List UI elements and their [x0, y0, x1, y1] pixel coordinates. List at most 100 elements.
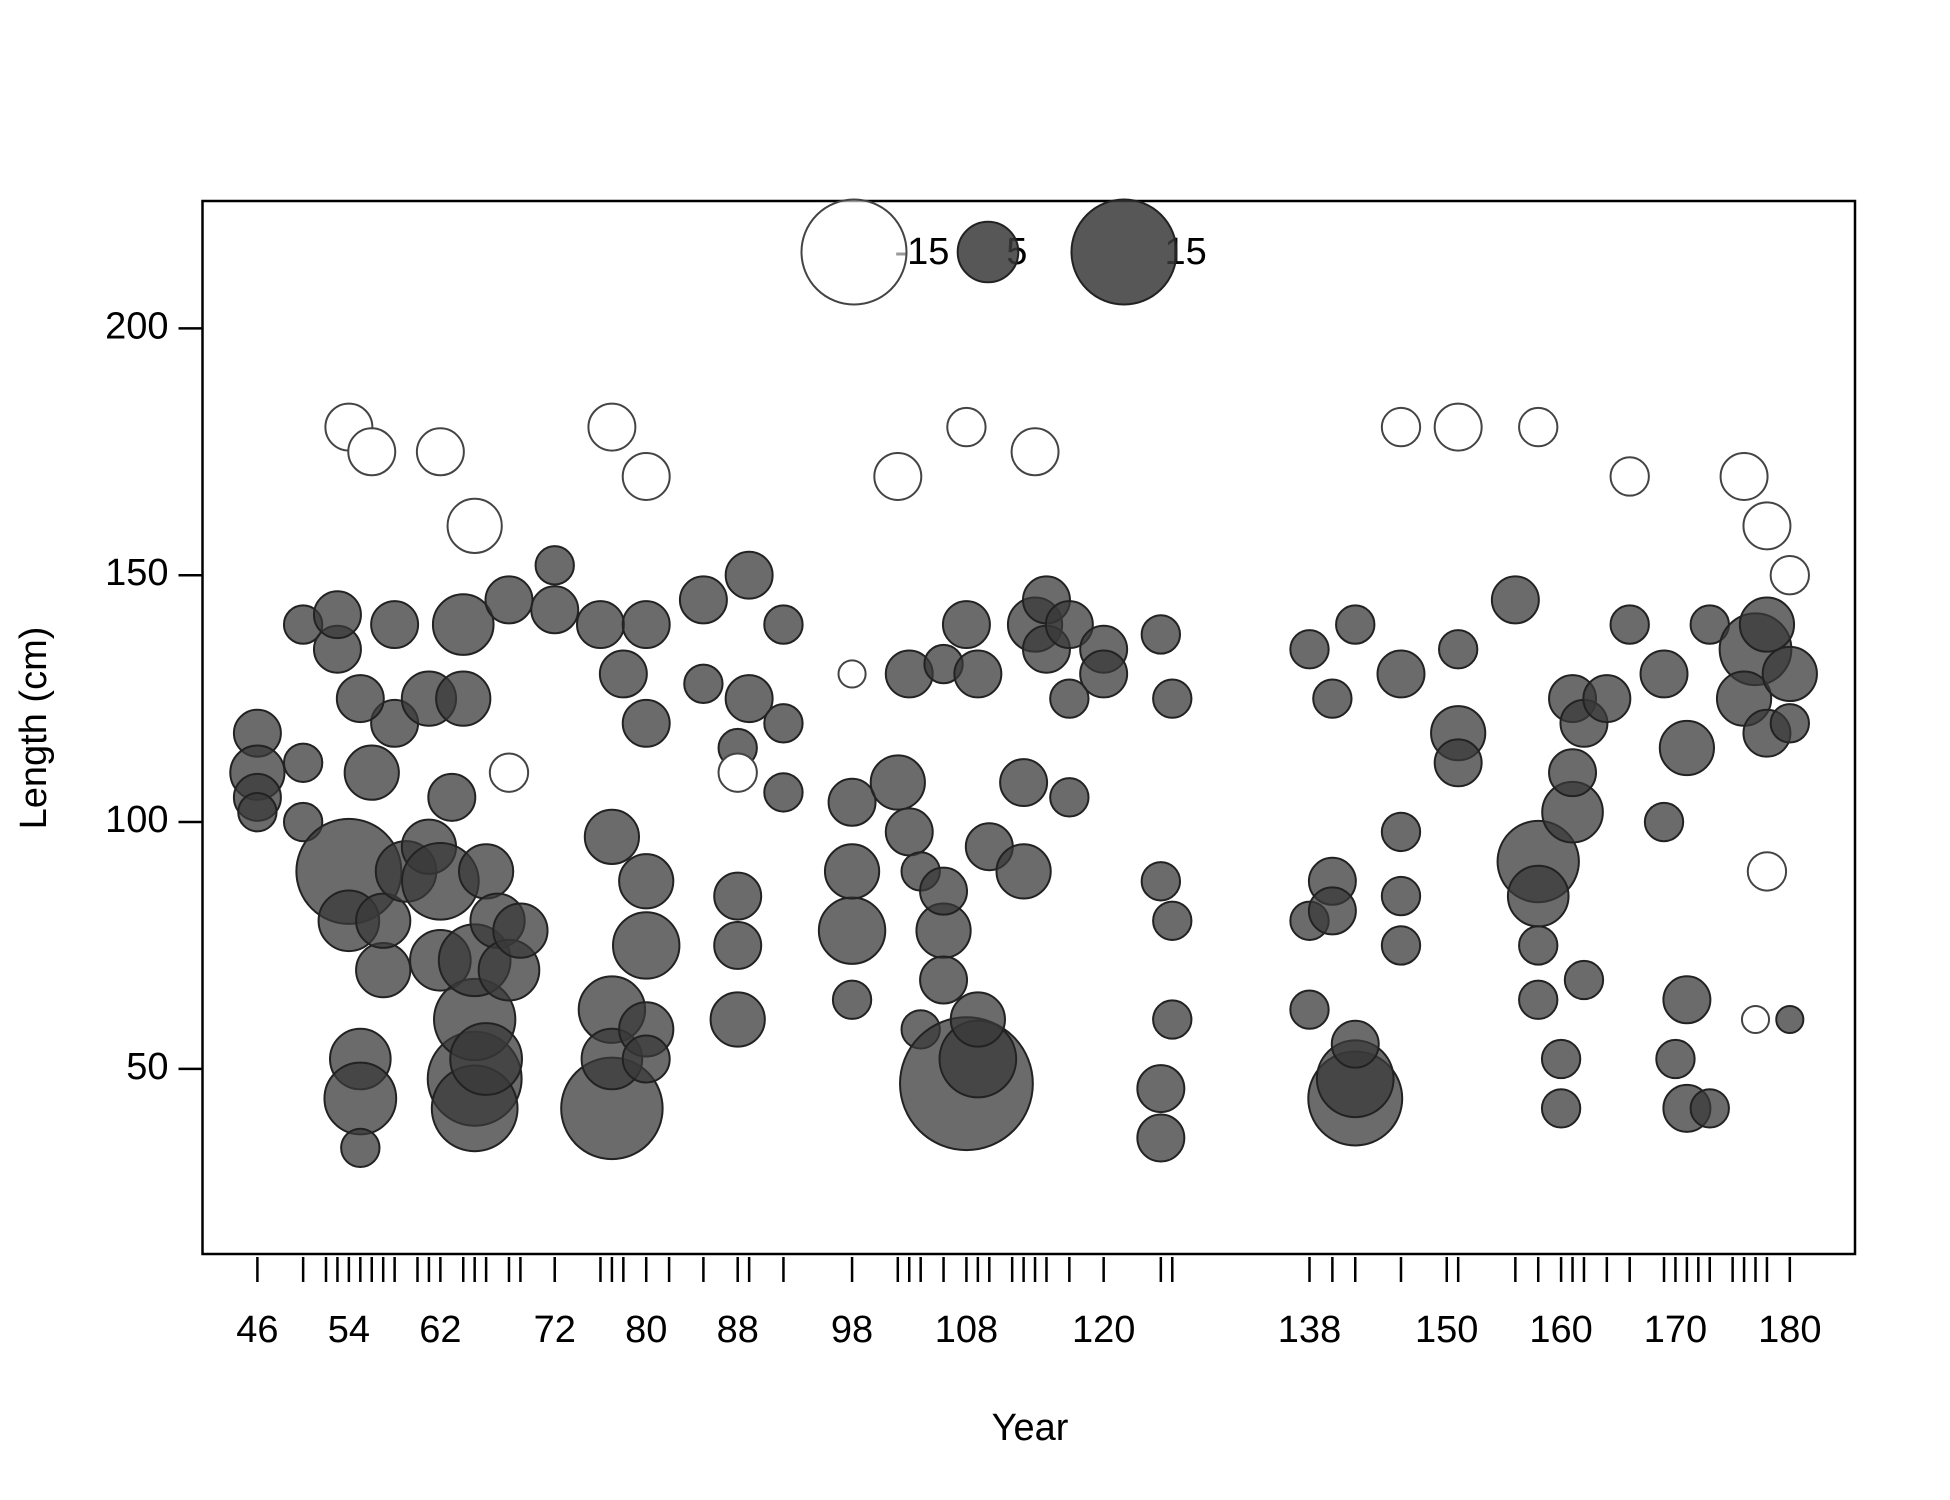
y-axis-label: Length (cm) — [13, 627, 55, 830]
bubble — [823, 843, 881, 900]
bubble — [763, 772, 804, 813]
bubble — [1775, 1004, 1805, 1035]
bubble — [1609, 604, 1650, 645]
bubble — [587, 402, 637, 452]
bubble — [1152, 999, 1193, 1040]
bubble — [1769, 703, 1810, 744]
bubble — [355, 942, 412, 999]
bubble — [713, 920, 763, 970]
bubble — [1044, 600, 1094, 650]
bubble — [999, 758, 1049, 808]
bubble — [598, 649, 648, 699]
bubble — [709, 991, 766, 1048]
bubble — [449, 1022, 523, 1096]
bubble — [953, 649, 1003, 699]
bubble — [1140, 861, 1182, 902]
bubble — [1152, 900, 1193, 941]
bubble — [621, 698, 671, 748]
bubble — [621, 1034, 671, 1084]
bubble — [492, 902, 549, 959]
bubble — [1010, 427, 1060, 477]
bubble — [583, 808, 641, 865]
bubble — [884, 807, 934, 857]
bubble — [1742, 501, 1792, 551]
bubble — [1689, 1088, 1730, 1129]
bubble — [1312, 678, 1353, 719]
bubble — [343, 744, 400, 801]
bubble — [1518, 406, 1559, 448]
bubble — [713, 871, 763, 921]
bubble — [941, 600, 991, 650]
bubble — [355, 892, 412, 949]
x-tick-label: 72 — [534, 1309, 576, 1351]
bubble — [335, 674, 385, 724]
x-tick-label: 180 — [1758, 1309, 1821, 1351]
bubble — [612, 911, 681, 980]
bubble — [1049, 777, 1090, 818]
bubble — [575, 600, 625, 650]
bubble — [1079, 649, 1129, 699]
bubble — [873, 451, 923, 501]
x-tick-label: 80 — [625, 1309, 667, 1351]
bubble — [817, 896, 887, 965]
bubble — [1655, 1038, 1696, 1080]
bubble — [717, 752, 758, 793]
bubble — [1769, 555, 1810, 596]
bubble — [415, 427, 465, 477]
bubble — [1639, 649, 1689, 699]
bubble — [683, 663, 724, 704]
bubble — [1662, 975, 1712, 1025]
y-tick-label: 150 — [105, 552, 168, 594]
bubble — [1438, 629, 1479, 670]
bubble — [1761, 645, 1818, 703]
bubble — [946, 406, 987, 448]
bubble — [919, 955, 969, 1005]
bubble — [1049, 678, 1090, 719]
bubble — [621, 451, 671, 501]
bubble — [1376, 649, 1426, 699]
y-tick-label: 50 — [126, 1046, 168, 1088]
bubble — [458, 843, 515, 900]
bubble — [435, 670, 492, 727]
x-tick-label: 46 — [236, 1309, 278, 1351]
y-tick-label: 200 — [105, 305, 168, 347]
bubble — [1563, 959, 1605, 1001]
bubble — [1140, 614, 1182, 655]
y-tick-label: 100 — [105, 799, 168, 841]
bubble — [763, 604, 804, 645]
bubble — [488, 752, 530, 793]
bubble — [1152, 678, 1193, 719]
bubble — [1380, 811, 1422, 853]
bubble — [347, 427, 397, 477]
bubble — [1307, 886, 1357, 936]
bubble — [446, 497, 503, 554]
bubble — [427, 772, 477, 822]
bubble — [237, 791, 278, 833]
legend-bubble — [1070, 198, 1178, 306]
bubble — [1540, 1088, 1582, 1129]
bubble — [1490, 575, 1540, 625]
bubble — [1330, 1019, 1380, 1069]
bubble — [831, 979, 873, 1020]
bubble — [1380, 925, 1422, 966]
bubble — [1658, 719, 1716, 777]
bubble — [1740, 1004, 1771, 1035]
bubble — [1136, 1064, 1186, 1114]
bubble — [282, 801, 324, 843]
bubble — [949, 991, 1006, 1048]
plot-frame — [201, 199, 1857, 1256]
bubble — [1506, 864, 1570, 928]
bubble — [1746, 851, 1788, 892]
bubble — [618, 853, 675, 910]
bubble — [282, 742, 324, 783]
bubble — [1380, 406, 1422, 448]
bubble — [340, 1127, 381, 1169]
bubble — [621, 600, 671, 650]
bubble — [1548, 748, 1598, 798]
bubble — [1609, 456, 1650, 497]
bubble — [1738, 596, 1796, 653]
x-tick-label: 54 — [328, 1309, 370, 1351]
bubble — [1518, 925, 1559, 966]
bubble — [484, 575, 534, 625]
